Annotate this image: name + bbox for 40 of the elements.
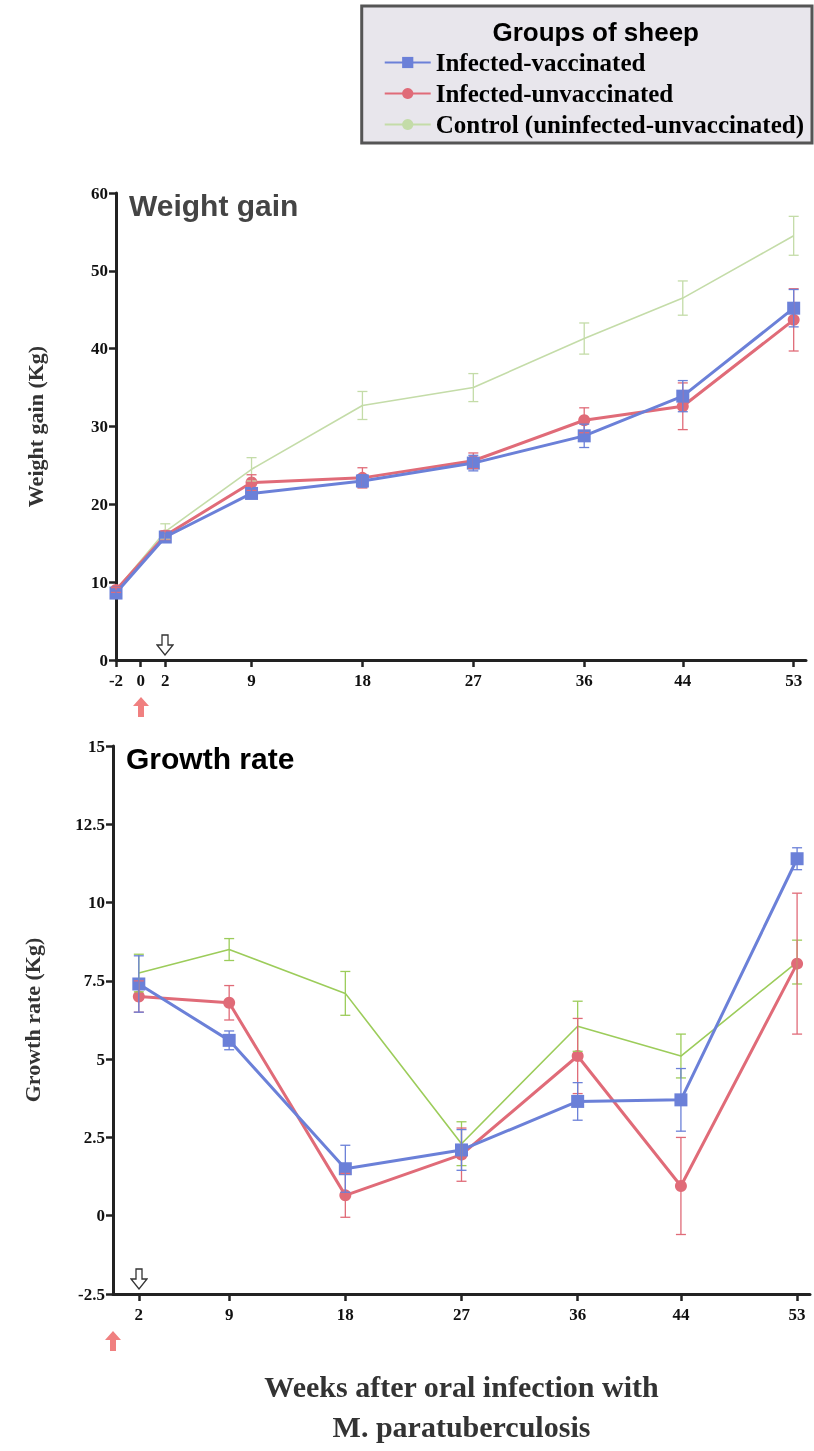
x-tick-label: 27	[464, 671, 483, 690]
x-tick-label: 36	[569, 1305, 587, 1324]
y-tick-label: 60	[91, 183, 108, 203]
y-tick-label: 5	[96, 1049, 105, 1069]
legend-label: Infected-vaccinated	[435, 49, 646, 76]
x-tick-label: 18	[353, 671, 371, 690]
y-tick-label: 0	[96, 1206, 105, 1226]
legend-title: Groups of sheep	[492, 17, 699, 47]
y-axis-title: Weight gain (Kg)	[22, 345, 48, 508]
chart-title: Growth rate	[126, 741, 295, 775]
x-tick-label: 44	[674, 671, 692, 690]
x-tick-label: 53	[788, 1305, 806, 1324]
y-tick-label: 10	[91, 572, 108, 592]
x-tick-label: 53	[785, 671, 803, 690]
x-tick-label: 18	[336, 1305, 354, 1324]
x-tick-label: 9	[247, 671, 256, 690]
x-tick-label: 9	[224, 1305, 234, 1324]
y-tick-label: 0	[99, 650, 108, 670]
y-tick-label: 7.5	[83, 971, 105, 991]
y-tick-label: 20	[91, 494, 108, 514]
y-tick-label: 2.5	[83, 1127, 105, 1147]
x-tick-label: 0	[136, 671, 145, 690]
x-tick-label: 44	[672, 1305, 690, 1324]
y-tick-label: 50	[91, 261, 108, 281]
x-axis-title: Weeks after oral infection with M. paratuberculosis	[264, 1369, 659, 1443]
y-tick-label: 30	[91, 417, 108, 436]
y-tick-label: 12.5	[75, 814, 105, 834]
y-tick-label: 15	[88, 736, 105, 756]
x-tick-label: -2	[108, 671, 124, 690]
x-tick-label: 2	[134, 1305, 144, 1324]
x-tick-label: 27	[453, 1305, 471, 1324]
y-tick-label: -2.5	[78, 1284, 105, 1304]
x-tick-label: 2	[161, 671, 170, 690]
y-axis-title: Growth rate (Kg)	[19, 937, 45, 1103]
y-tick-label: 40	[91, 339, 108, 359]
legend-label: Control (uninfected-unvaccinated)	[435, 111, 805, 139]
y-tick-label: 10	[88, 893, 105, 913]
chart-title: Weight gain	[129, 188, 299, 222]
legend-label: Infected-unvaccinated	[435, 80, 674, 107]
x-tick-label: 36	[575, 671, 593, 690]
